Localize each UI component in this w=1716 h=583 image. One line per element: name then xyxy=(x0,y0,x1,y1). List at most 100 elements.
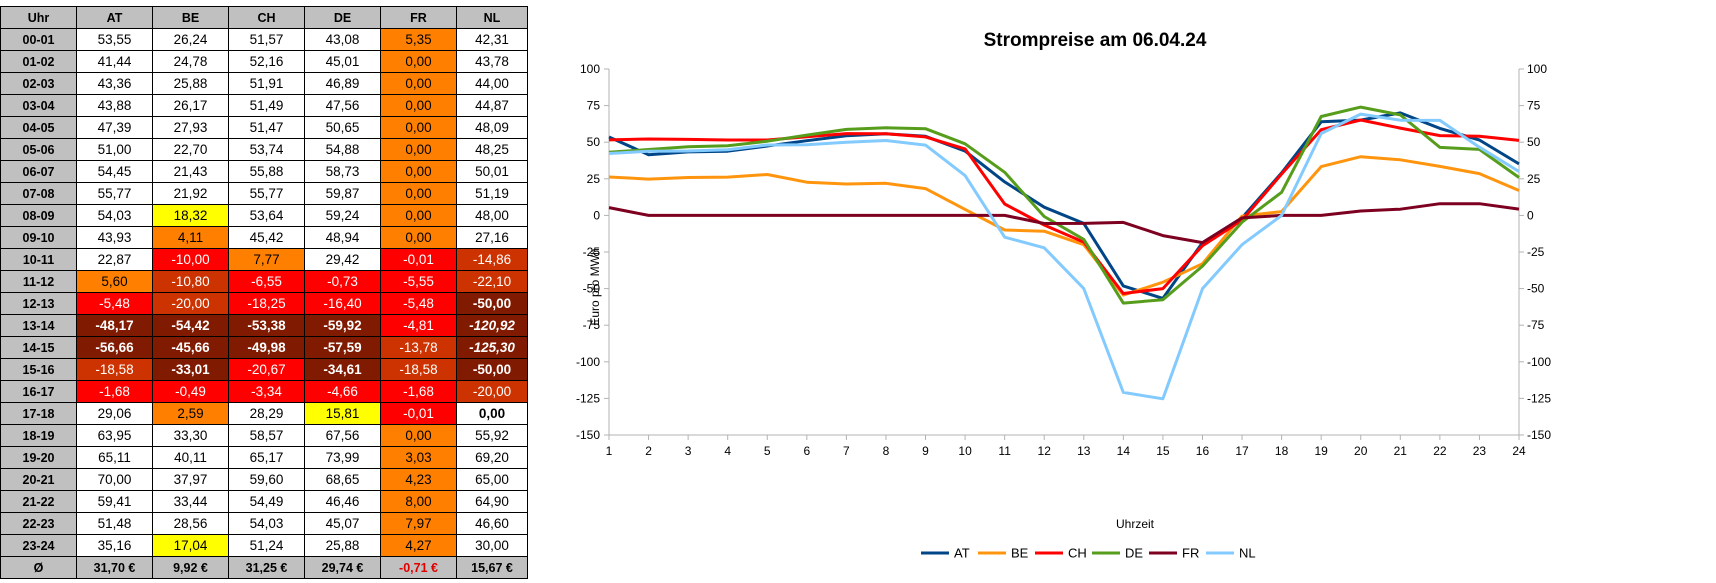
price-cell-at: 55,77 xyxy=(76,182,153,205)
price-cell-be: -33,01 xyxy=(152,358,229,381)
price-cell-nl: -50,00 xyxy=(456,358,528,381)
price-cell-de: 25,88 xyxy=(304,534,381,557)
price-cell-de: -59,92 xyxy=(304,314,381,337)
chart-legend: AT BE CH DE FR NL xyxy=(921,546,1256,561)
y-tick-label-left: 100 xyxy=(580,62,600,76)
price-cell-at: 59,41 xyxy=(76,490,153,513)
price-cell-de: -16,40 xyxy=(304,292,381,315)
price-cell-be: 26,17 xyxy=(152,94,229,117)
x-tick-label: 10 xyxy=(958,444,972,458)
price-cell-ch: 53,74 xyxy=(228,138,305,161)
price-cell-fr: 7,97 xyxy=(380,512,457,535)
price-cell-de: 47,56 xyxy=(304,94,381,117)
legend-label-fr: FR xyxy=(1182,546,1199,561)
col-header-ch: CH xyxy=(228,6,305,29)
price-cell-de: -34,61 xyxy=(304,358,381,381)
y-tick-label-left: -125 xyxy=(576,391,600,405)
hour-label: 20-21 xyxy=(0,468,77,491)
price-cell-be: 26,24 xyxy=(152,28,229,51)
hour-label: 05-06 xyxy=(0,138,77,161)
table-row: 16-17 -1,68 -0,49 -3,34 -4,66 -1,68 -20,00 xyxy=(0,380,528,403)
price-chart: Strompreise am 06.04.24 -150 -125 -100 -75-… xyxy=(568,0,1716,583)
table-row: 00-01 53,55 26,24 51,57 43,08 5,35 42,31 xyxy=(0,28,528,51)
price-cell-be: -20,00 xyxy=(152,292,229,315)
col-header-nl: NL xyxy=(456,6,528,29)
price-cell-nl: 48,00 xyxy=(456,204,528,227)
price-cell-fr: -1,68 xyxy=(380,380,457,403)
price-cell-at: 35,16 xyxy=(76,534,153,557)
table-row: 08-09 54,03 18,32 53,64 59,24 0,00 48,00 xyxy=(0,204,528,227)
price-cell-at: 41,44 xyxy=(76,50,153,73)
hour-label: 03-04 xyxy=(0,94,77,117)
hour-label: 02-03 xyxy=(0,72,77,95)
y-tick-label-right: 0 xyxy=(1527,208,1534,222)
x-tick-label: 23 xyxy=(1473,444,1487,458)
price-cell-nl: 44,87 xyxy=(456,94,528,117)
y-axis-right: -150 -125 -100 -75 -50 -25 0 25 50 75 100 xyxy=(1519,62,1551,442)
price-cell-fr: 3,03 xyxy=(380,446,457,469)
x-tick-label: 5 xyxy=(764,444,771,458)
x-tick-label: 11 xyxy=(998,444,1011,458)
price-cell-ch: 55,88 xyxy=(228,160,305,183)
price-cell-fr: -0,01 xyxy=(380,248,457,271)
price-cell-be: -10,80 xyxy=(152,270,229,293)
price-cell-fr: 0,00 xyxy=(380,72,457,95)
price-table: Uhr AT BE CH DE FR NL 00-01 53,55 26,24 51,57 43,0… xyxy=(0,6,528,579)
price-cell-nl: 64,90 xyxy=(456,490,528,513)
price-cell-at: -18,58 xyxy=(76,358,153,381)
y-tick-label-left: 50 xyxy=(587,135,601,149)
price-cell-fr: -0,01 xyxy=(380,402,457,425)
x-tick-label: 7 xyxy=(843,444,850,458)
price-cell-be: 25,88 xyxy=(152,72,229,95)
y-tick-label-left: 25 xyxy=(587,172,601,186)
table-body: 00-01 53,55 26,24 51,57 43,08 5,35 42,31 01-02 4… xyxy=(0,28,528,579)
price-cell-ch: 65,17 xyxy=(228,446,305,469)
price-cell-fr: 0,00 xyxy=(380,116,457,139)
x-tick-label: 22 xyxy=(1433,444,1447,458)
price-cell-at: 54,45 xyxy=(76,160,153,183)
y-axis-left: -150 -125 -100 -75 -50 -25 0 25 50 75 100 xyxy=(576,62,609,442)
price-cell-ch: 51,49 xyxy=(228,94,305,117)
series-line-ch xyxy=(608,118,1520,295)
price-cell-be: 22,70 xyxy=(152,138,229,161)
price-cell-fr: 0,00 xyxy=(380,204,457,227)
hour-label: 10-11 xyxy=(0,248,77,271)
price-cell-de: 59,24 xyxy=(304,204,381,227)
y-tick-label-right: -25 xyxy=(1527,245,1545,259)
price-cell-be: 37,97 xyxy=(152,468,229,491)
hour-label: 04-05 xyxy=(0,116,77,139)
price-cell-de: 58,73 xyxy=(304,160,381,183)
price-cell-be: 33,44 xyxy=(152,490,229,513)
price-cell-ch: -18,25 xyxy=(228,292,305,315)
table-row: 14-15 -56,66 -45,66 -49,98 -57,59 -13,78 -125,… xyxy=(0,336,528,359)
series-line-nl xyxy=(608,112,1520,401)
price-cell-ch: 51,24 xyxy=(228,534,305,557)
price-cell-at: 51,48 xyxy=(76,512,153,535)
price-cell-de: 54,88 xyxy=(304,138,381,161)
y-tick-label-right: -125 xyxy=(1527,391,1551,405)
price-cell-fr: 8,00 xyxy=(380,490,457,513)
average-cell-at: 31,70 € xyxy=(76,556,153,579)
table-row: 18-19 63,95 33,30 58,57 67,56 0,00 55,92 xyxy=(0,424,528,447)
y-tick-label-right: 100 xyxy=(1527,62,1547,76)
price-cell-ch: 54,49 xyxy=(228,490,305,513)
price-cell-at: -1,68 xyxy=(76,380,153,403)
price-cell-nl: 43,78 xyxy=(456,50,528,73)
hour-label: 15-16 xyxy=(0,358,77,381)
y-tick-label-right: 50 xyxy=(1527,135,1541,149)
price-cell-de: 67,56 xyxy=(304,424,381,447)
y-tick-label-right: 75 xyxy=(1527,99,1541,113)
price-cell-fr: -5,55 xyxy=(380,270,457,293)
price-cell-fr: 4,27 xyxy=(380,534,457,557)
price-cell-nl: -14,86 xyxy=(456,248,528,271)
price-cell-nl: 50,01 xyxy=(456,160,528,183)
x-tick-label: 17 xyxy=(1235,444,1249,458)
price-table-panel: Uhr AT BE CH DE FR NL 00-01 53,55 26,24 51,57 43,0… xyxy=(0,0,568,583)
price-cell-ch: 28,29 xyxy=(228,402,305,425)
legend-label-ch: CH xyxy=(1068,546,1087,561)
col-header-at: AT xyxy=(76,6,153,29)
price-cell-de: -0,73 xyxy=(304,270,381,293)
table-row: 23-24 35,16 17,04 51,24 25,88 4,27 30,00 xyxy=(0,534,528,557)
price-cell-be: 4,11 xyxy=(152,226,229,249)
col-header-uhr: Uhr xyxy=(0,6,77,29)
